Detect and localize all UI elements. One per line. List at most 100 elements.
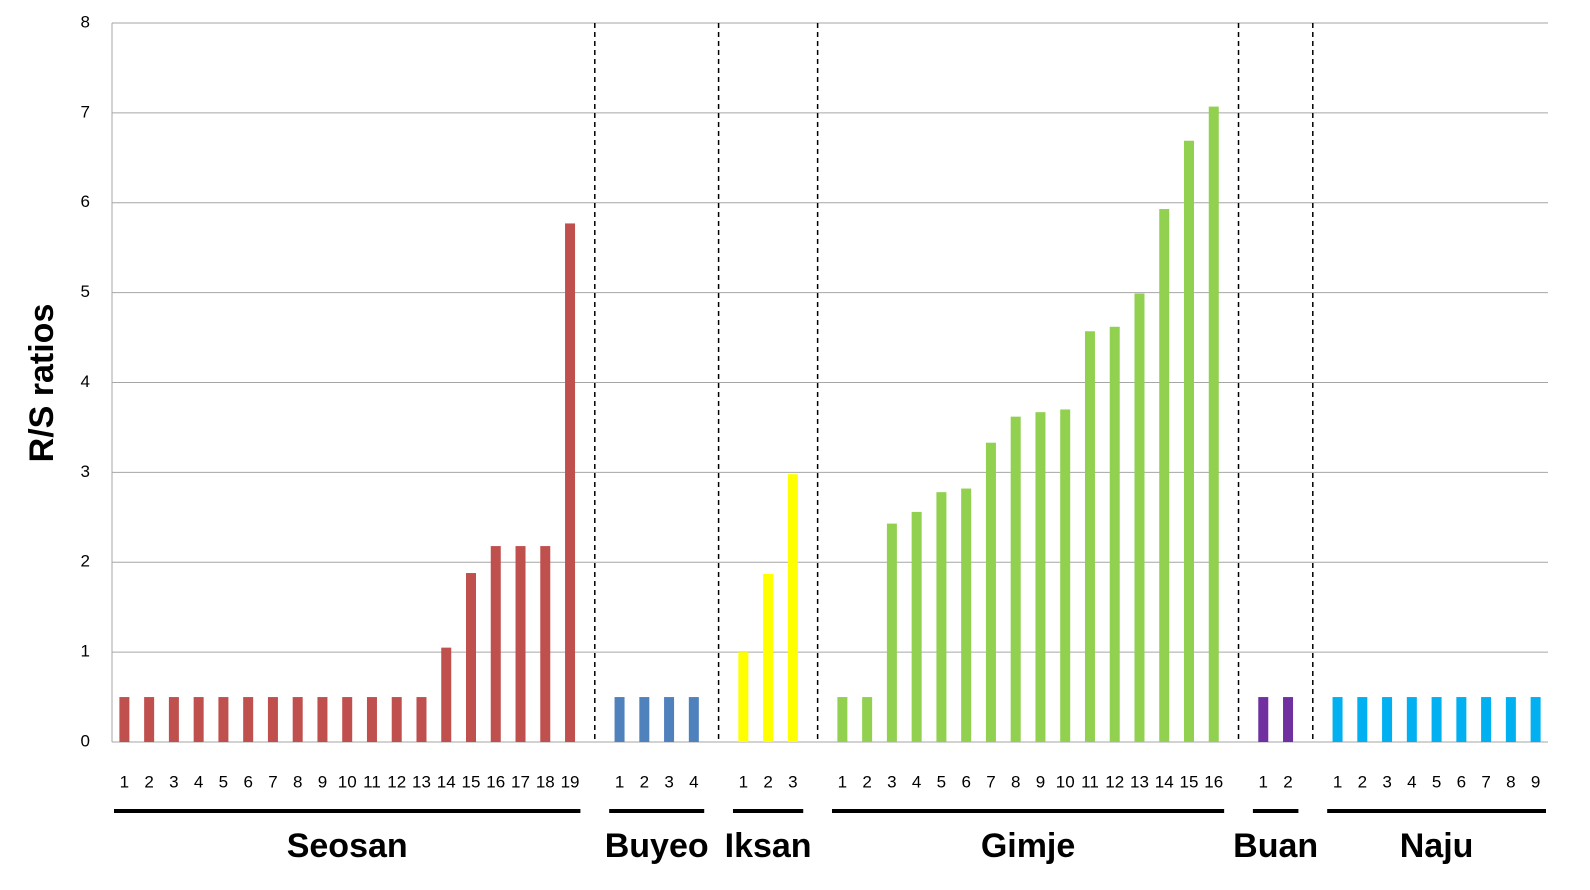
y-tick-label: 0: [81, 731, 90, 750]
x-tick-label: 3: [887, 772, 896, 791]
x-tick-label: 2: [1283, 772, 1292, 791]
bar: [441, 647, 452, 742]
bar: [1431, 697, 1442, 742]
bar: [342, 697, 353, 742]
x-tick-label: 10: [338, 772, 357, 791]
bar: [1084, 331, 1095, 742]
x-tick-label: 12: [1105, 772, 1124, 791]
bar: [540, 546, 551, 742]
x-tick-label: 13: [412, 772, 431, 791]
x-tick-label: 4: [194, 772, 203, 791]
x-tick-label: 11: [363, 772, 381, 791]
bar: [1109, 326, 1120, 742]
bar: [961, 488, 972, 742]
bar: [664, 697, 675, 742]
bar: [466, 573, 476, 742]
x-tick-label: 7: [986, 772, 995, 791]
x-tick-label: 2: [862, 772, 871, 791]
x-tick-label: 15: [462, 772, 481, 791]
x-tick-label: 9: [1036, 772, 1045, 791]
x-tick-label: 1: [838, 772, 847, 791]
x-tick-label: 5: [1432, 772, 1441, 791]
bar: [119, 697, 130, 742]
bar: [243, 697, 254, 742]
x-tick-label: 16: [486, 772, 505, 791]
x-tick-label: 7: [268, 772, 277, 791]
bar: [837, 697, 848, 742]
bar: [1134, 293, 1145, 742]
x-tick-label: 2: [640, 772, 649, 791]
bar: [292, 697, 303, 742]
x-tick-label: 1: [615, 772, 624, 791]
x-tick-label: 2: [1358, 772, 1367, 791]
bar: [1382, 697, 1393, 742]
bar: [1481, 697, 1492, 742]
bar: [193, 697, 204, 742]
x-tick-label: 18: [536, 772, 555, 791]
x-tick-label: 9: [1531, 772, 1540, 791]
bar: [787, 474, 798, 742]
bar: [1406, 697, 1417, 742]
y-axis-label: R/S ratios: [23, 304, 61, 463]
group-label: Seosan: [287, 827, 408, 865]
x-tick-label: 14: [437, 772, 456, 791]
bar: [565, 223, 576, 742]
y-tick-label: 6: [81, 192, 90, 211]
bar: [1283, 697, 1294, 742]
bar: [1184, 140, 1194, 742]
group-label: Iksan: [725, 827, 812, 865]
bar: [985, 442, 996, 742]
bar: [1010, 416, 1021, 742]
bar: [218, 697, 229, 742]
x-tick-label: 10: [1056, 772, 1075, 791]
x-tick-label: 11: [1081, 772, 1099, 791]
bar: [317, 697, 328, 742]
group-label: Gimje: [981, 827, 1075, 865]
x-tick-label: 5: [219, 772, 228, 791]
y-tick-label: 1: [81, 642, 90, 661]
bar: [144, 697, 155, 742]
x-tick-label: 3: [664, 772, 673, 791]
bar: [763, 573, 774, 742]
bar: [490, 546, 501, 742]
bar: [738, 652, 749, 742]
x-tick-label: 16: [1204, 772, 1223, 791]
x-tick-label: 8: [293, 772, 302, 791]
x-tick-label: 13: [1130, 772, 1149, 791]
x-tick-label: 17: [511, 772, 530, 791]
x-tick-label: 1: [1333, 772, 1342, 791]
x-tick-label: 1: [739, 772, 748, 791]
bar: [1035, 412, 1046, 742]
x-tick-label: 8: [1011, 772, 1020, 791]
y-tick-label: 2: [81, 552, 90, 571]
x-tick-label: 6: [961, 772, 970, 791]
x-tick-label: 1: [1259, 772, 1268, 791]
x-tick-label: 1: [120, 772, 129, 791]
bar: [1060, 409, 1071, 742]
x-tick-label: 9: [318, 772, 327, 791]
x-tick-label: 4: [1407, 772, 1416, 791]
bar: [1456, 697, 1467, 742]
bar: [688, 697, 699, 742]
x-tick-label: 3: [1382, 772, 1391, 791]
x-tick-label: 3: [788, 772, 797, 791]
bar: [911, 511, 922, 742]
group-label: Buyeo: [605, 827, 709, 865]
bar: [1357, 697, 1368, 742]
x-tick-label: 6: [1457, 772, 1466, 791]
y-tick-label: 7: [81, 102, 90, 121]
bar: [391, 697, 402, 742]
bar: [1530, 697, 1541, 742]
bar: [168, 697, 179, 742]
x-tick-label: 2: [763, 772, 772, 791]
bar: [267, 697, 278, 742]
bar: [886, 523, 897, 742]
x-tick-label: 19: [561, 772, 580, 791]
x-tick-label: 12: [387, 772, 406, 791]
group-label: Buan: [1233, 827, 1318, 865]
bar: [515, 546, 526, 742]
x-tick-label: 14: [1155, 772, 1174, 791]
x-tick-label: 4: [912, 772, 921, 791]
bar: [1159, 209, 1170, 742]
